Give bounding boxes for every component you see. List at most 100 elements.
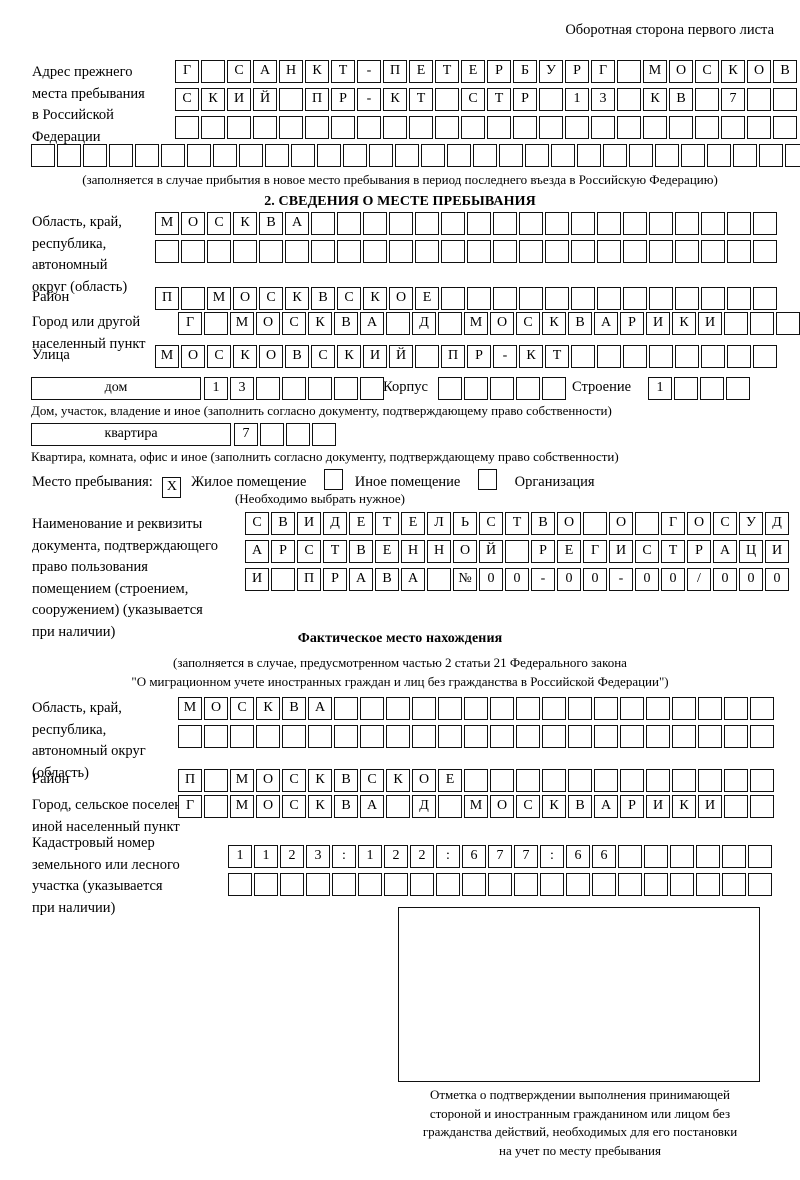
region-r2-cell-17[interactable] [571, 240, 595, 263]
actual-region-r2-cell-22[interactable] [724, 725, 748, 748]
region-r1-cell-24[interactable] [753, 212, 777, 235]
actual-region-r2-cell-12[interactable] [464, 725, 488, 748]
document-r2-cell-1[interactable]: А [245, 540, 269, 563]
city-cell-16[interactable]: В [568, 312, 592, 335]
actual-city-cell-13[interactable]: О [490, 795, 514, 818]
street-cell-23[interactable] [727, 345, 751, 368]
region-r2-cell-20[interactable] [649, 240, 673, 263]
cadastral-r1-cell-13[interactable]: : [540, 845, 564, 868]
prev-address-r2-cell-23[interactable] [747, 88, 771, 111]
region-r2-cell-11[interactable] [415, 240, 439, 263]
street-cell-6[interactable]: В [285, 345, 309, 368]
region-r1-cell-23[interactable] [727, 212, 751, 235]
prev-address-r3-cell-15[interactable] [539, 116, 563, 139]
house-cell-5[interactable] [308, 377, 332, 400]
prev-address-r2-cell-19[interactable]: К [643, 88, 667, 111]
cadastral-r1-cell-3[interactable]: 2 [280, 845, 304, 868]
region-r2-cell-16[interactable] [545, 240, 569, 263]
actual-region-r2-cell-7[interactable] [334, 725, 358, 748]
cadastral-r2-cell-1[interactable] [228, 873, 252, 896]
street-cell-14[interactable]: - [493, 345, 517, 368]
actual-region-r1-cell-8[interactable] [360, 697, 384, 720]
stroenie-cell-2[interactable] [674, 377, 698, 400]
actual-region-r1-cell-3[interactable]: С [230, 697, 254, 720]
prev-address-r3-cell-4[interactable] [253, 116, 277, 139]
prev-address-r3-cell-3[interactable] [227, 116, 251, 139]
district-cell-2[interactable] [181, 287, 205, 310]
prev-address-r2-cell-17[interactable]: 3 [591, 88, 615, 111]
document-r2-cell-21[interactable]: И [765, 540, 789, 563]
document-r2-cell-4[interactable]: Т [323, 540, 347, 563]
region-r2-cell-8[interactable] [337, 240, 361, 263]
document-r3-cell-12[interactable]: - [531, 568, 555, 591]
house-cell-4[interactable] [282, 377, 306, 400]
region-r1-cell-5[interactable]: В [259, 212, 283, 235]
prev-address-r1-cell-4[interactable]: А [253, 60, 277, 83]
city-cell-17[interactable]: А [594, 312, 618, 335]
actual-district-cell-1[interactable]: П [178, 769, 202, 792]
district-cell-13[interactable] [467, 287, 491, 310]
actual-city-cell-9[interactable] [386, 795, 410, 818]
document-r3-cell-11[interactable]: 0 [505, 568, 529, 591]
actual-region-r1-cell-23[interactable] [750, 697, 774, 720]
city-cell-24[interactable] [776, 312, 800, 335]
prev-address-r4-cell-8[interactable] [213, 144, 237, 167]
district-cell-16[interactable] [545, 287, 569, 310]
district-cell-5[interactable]: С [259, 287, 283, 310]
cadastral-r2-cell-14[interactable] [566, 873, 590, 896]
house-cell-7[interactable] [360, 377, 384, 400]
actual-region-r1-cell-11[interactable] [438, 697, 462, 720]
prev-address-r4-cell-2[interactable] [57, 144, 81, 167]
cadastral-r2-cell-19[interactable] [696, 873, 720, 896]
prev-address-r2-cell-3[interactable]: И [227, 88, 251, 111]
prev-address-r3-cell-22[interactable] [721, 116, 745, 139]
document-r1-cell-20[interactable]: У [739, 512, 763, 535]
actual-city-cell-7[interactable]: В [334, 795, 358, 818]
actual-city-cell-10[interactable]: Д [412, 795, 436, 818]
prev-address-r4-cell-3[interactable] [83, 144, 107, 167]
prev-address-r4-cell-29[interactable] [759, 144, 783, 167]
cadastral-r2-cell-7[interactable] [384, 873, 408, 896]
cadastral-r1-cell-8[interactable]: 2 [410, 845, 434, 868]
prev-address-r4-cell-20[interactable] [525, 144, 549, 167]
cadastral-r1-cell-5[interactable]: : [332, 845, 356, 868]
actual-city-cell-2[interactable] [204, 795, 228, 818]
city-cell-19[interactable]: И [646, 312, 670, 335]
prev-address-r1-cell-11[interactable]: Т [435, 60, 459, 83]
house-cell-2[interactable]: 3 [230, 377, 254, 400]
actual-city-cell-3[interactable]: М [230, 795, 254, 818]
street-cell-13[interactable]: Р [467, 345, 491, 368]
prev-address-row-4[interactable] [31, 144, 800, 167]
region-r1-cell-22[interactable] [701, 212, 725, 235]
document-r1-cell-3[interactable]: И [297, 512, 321, 535]
actual-region-r1-cell-22[interactable] [724, 697, 748, 720]
street-cell-9[interactable]: И [363, 345, 387, 368]
flat-cell-1[interactable]: 7 [234, 423, 258, 446]
document-r2-cell-3[interactable]: С [297, 540, 321, 563]
prev-address-r1-cell-16[interactable]: Р [565, 60, 589, 83]
prev-address-r3-cell-1[interactable] [175, 116, 199, 139]
prev-address-r2-cell-18[interactable] [617, 88, 641, 111]
district-cell-9[interactable]: К [363, 287, 387, 310]
prev-address-r1-cell-1[interactable]: Г [175, 60, 199, 83]
city-cell-21[interactable]: И [698, 312, 722, 335]
actual-region-r1-cell-16[interactable] [568, 697, 592, 720]
document-r1-cell-9[interactable]: Ь [453, 512, 477, 535]
prev-address-r3-cell-11[interactable] [435, 116, 459, 139]
document-r3-cell-15[interactable]: - [609, 568, 633, 591]
actual-region-r1-cell-12[interactable] [464, 697, 488, 720]
prev-address-r1-cell-3[interactable]: С [227, 60, 251, 83]
prev-address-r1-cell-17[interactable]: Г [591, 60, 615, 83]
document-r1-cell-2[interactable]: В [271, 512, 295, 535]
district-cell-23[interactable] [727, 287, 751, 310]
document-r2-cell-9[interactable]: О [453, 540, 477, 563]
actual-region-r2-cell-1[interactable] [178, 725, 202, 748]
region-r1-cell-6[interactable]: А [285, 212, 309, 235]
document-r1-cell-15[interactable]: О [609, 512, 633, 535]
prev-address-r4-cell-7[interactable] [187, 144, 211, 167]
prev-address-r4-cell-25[interactable] [655, 144, 679, 167]
actual-district-cell-14[interactable] [516, 769, 540, 792]
region-r2-cell-13[interactable] [467, 240, 491, 263]
